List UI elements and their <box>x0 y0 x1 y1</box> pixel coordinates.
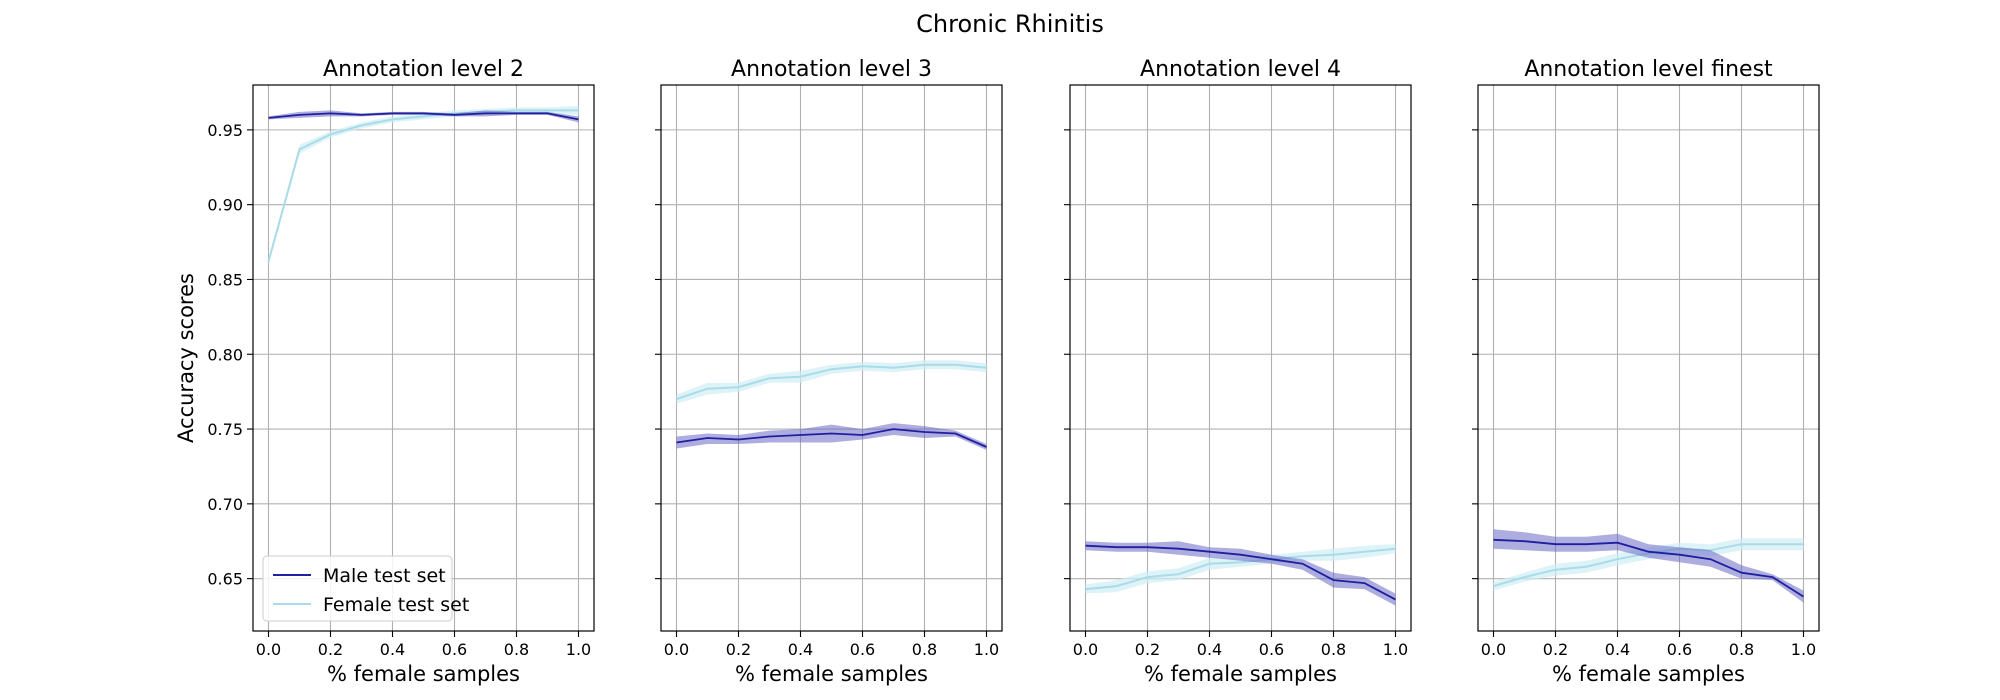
y-tick-label: 0.70 <box>207 495 243 514</box>
x-tick-label: 0.8 <box>912 640 937 659</box>
female-series-line <box>267 109 579 262</box>
y-tick-label: 0.75 <box>207 420 243 439</box>
x-tick-label: 1.0 <box>1791 640 1816 659</box>
x-tick-label: 0.4 <box>1197 640 1222 659</box>
x-tick-label: 0.2 <box>1543 640 1568 659</box>
male-series-line <box>1493 538 1804 598</box>
y-axis-label: Accuracy scores <box>174 273 198 443</box>
male-confidence-band <box>1493 529 1804 603</box>
y-tick-label: 0.90 <box>207 196 243 215</box>
y-tick-label: 0.95 <box>207 121 243 140</box>
x-axis-label: % female samples <box>327 662 520 686</box>
x-tick-label: 0.2 <box>318 640 343 659</box>
panels: 0.0 0.2 0.4 0.6 0.8 1.0 0.65 0.70 0.75 0.80 0.85 0.… <box>174 57 1820 686</box>
legend-label-female: Female test set <box>323 594 469 616</box>
x-tick-label: 1.0 <box>974 640 999 659</box>
female-series-line <box>676 363 987 401</box>
x-tick-label: 1.0 <box>566 640 591 659</box>
male-series-line <box>676 428 987 448</box>
x-tick-label: 0.4 <box>1605 640 1630 659</box>
x-axis-label: % female samples <box>1144 662 1337 686</box>
x-axis-label: % female samples <box>735 662 928 686</box>
x-tick-label: 0.8 <box>1321 640 1346 659</box>
plot-frame <box>252 84 595 632</box>
panel-title: Annotation level 2 <box>323 57 524 82</box>
panel-4: 0.0 0.2 0.4 0.6 0.8 1.0 Annotation level fines… <box>1472 57 1820 686</box>
x-tick-label: 0.6 <box>442 640 467 659</box>
x-tick-label: 1.0 <box>1383 640 1408 659</box>
x-tick-label: 0.2 <box>726 640 751 659</box>
female-confidence-band <box>1493 538 1804 591</box>
x-tick-label: 0.6 <box>850 640 875 659</box>
x-tick-label: 0.8 <box>1729 640 1754 659</box>
female-confidence-band <box>676 360 987 404</box>
legend-label-male: Male test set <box>323 565 446 587</box>
y-tick-label: 0.85 <box>207 270 243 289</box>
panel-title: Annotation level finest <box>1524 57 1773 82</box>
x-tick-label: 0.6 <box>1667 640 1692 659</box>
panel-2: 0.0 0.2 0.4 0.6 0.8 1.0 Annotation level 3 % fe… <box>655 57 1003 686</box>
x-tick-label: 0.8 <box>504 640 529 659</box>
panel-title: Annotation level 3 <box>731 57 932 82</box>
y-tick-label: 0.80 <box>207 345 243 364</box>
plot-frame <box>1477 84 1820 632</box>
plot-frame <box>1069 84 1412 632</box>
x-tick-label: 0.2 <box>1135 640 1160 659</box>
legend: Male test set Female test set <box>262 555 469 622</box>
y-tick-label: 0.65 <box>207 570 243 589</box>
female-series-line <box>1085 547 1396 591</box>
plot-frame <box>660 84 1003 632</box>
male-confidence-band <box>676 423 987 450</box>
panel-1: 0.0 0.2 0.4 0.6 0.8 1.0 0.65 0.70 0.75 0.80 0.85 0.… <box>174 57 595 686</box>
female-confidence-band <box>1085 544 1396 594</box>
male-series-line <box>268 112 579 121</box>
figure-title: Chronic Rhinitis <box>916 10 1104 38</box>
x-tick-label: 0.4 <box>380 640 405 659</box>
panel-title: Annotation level 4 <box>1140 57 1341 82</box>
x-tick-label: 0.0 <box>1481 640 1506 659</box>
x-tick-label: 0.6 <box>1259 640 1284 659</box>
x-tick-label: 0.0 <box>664 640 689 659</box>
x-axis-label: % female samples <box>1552 662 1745 686</box>
x-tick-label: 0.4 <box>788 640 813 659</box>
panel-3: 0.0 0.2 0.4 0.6 0.8 1.0 Annotation level 4 % fe… <box>1064 57 1412 686</box>
x-tick-label: 0.0 <box>256 640 281 659</box>
male-series-line <box>1085 544 1396 601</box>
x-tick-label: 0.0 <box>1073 640 1098 659</box>
